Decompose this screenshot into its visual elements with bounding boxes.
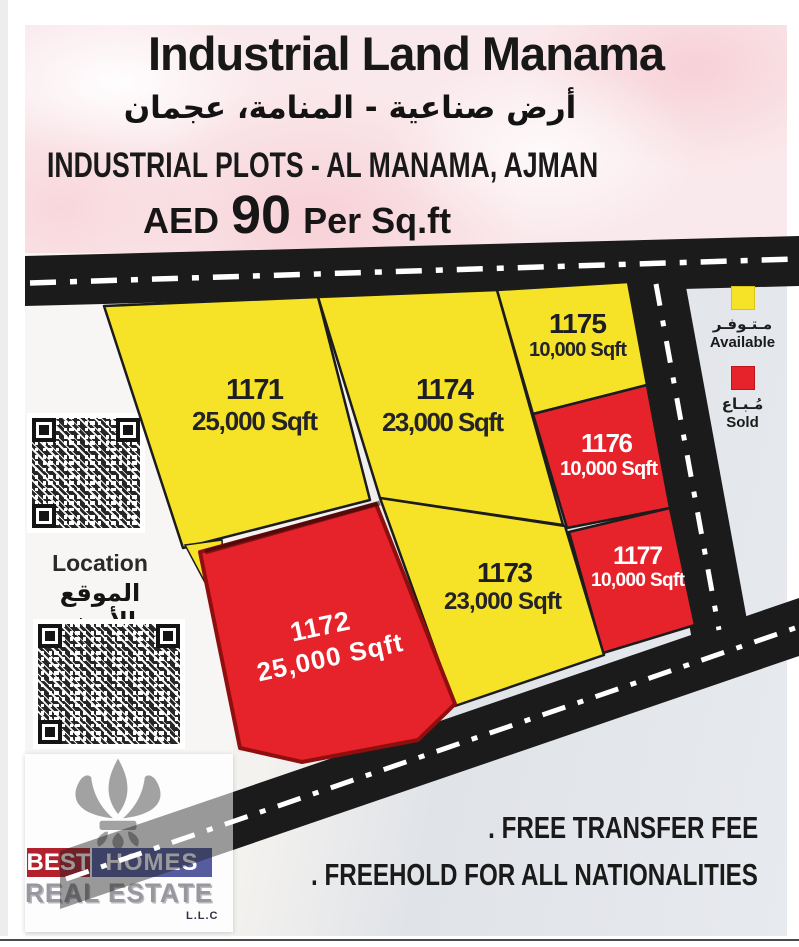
feature-freehold: . FREEHOLD FOR ALL NATIONALITIES — [311, 857, 758, 892]
sold-label: Sold — [726, 414, 759, 431]
price-value: 90 — [231, 185, 292, 245]
header-background — [25, 25, 787, 253]
available-label-arabic: مـتـوفـر — [712, 315, 773, 333]
location-qr-code-top — [30, 416, 142, 530]
available-swatch — [730, 286, 755, 310]
subtitle-arabic: أرض صناعية - المنامة، عجمان — [123, 90, 577, 126]
location-label: Location — [52, 550, 148, 576]
subtitle-english: INDUSTRIAL PLOTS - AL MANAMA, AJMAN — [47, 146, 599, 185]
qr-finder-icon — [32, 418, 56, 442]
price-line: AED 90 Per Sq.ft — [143, 184, 451, 246]
price-currency: AED — [143, 200, 220, 241]
feature-free-transfer: . FREE TRANSFER FEE — [487, 810, 758, 845]
qr-finder-icon — [38, 624, 62, 648]
left-edge-strip — [0, 0, 8, 947]
bottom-frame-line — [0, 939, 799, 941]
poster-title: Industrial Land Manama — [148, 27, 665, 80]
logo-best-badge: BEST — [26, 848, 91, 877]
fleur-de-lis-icon — [75, 758, 161, 851]
location-qr-code-bottom — [36, 622, 182, 746]
map-legend: مـتـوفـر Available مُـبـاع Sold — [695, 286, 790, 431]
logo-real-estate: REAL ESTATE — [25, 878, 214, 908]
available-label: Available — [709, 334, 776, 351]
logo-llc: L.L.C — [186, 910, 219, 922]
logo-homes-badge: HOMES — [92, 848, 212, 877]
sold-swatch — [730, 366, 755, 390]
right-margin — [787, 0, 799, 947]
qr-finder-icon — [156, 624, 180, 648]
price-unit: Per Sq.ft — [303, 200, 452, 241]
qr-finder-icon — [116, 418, 140, 442]
bottom-margin — [0, 936, 799, 947]
qr-finder-icon — [32, 504, 56, 528]
sold-label-arabic: مُـبـاع — [721, 395, 764, 413]
qr-finder-icon — [38, 720, 62, 744]
